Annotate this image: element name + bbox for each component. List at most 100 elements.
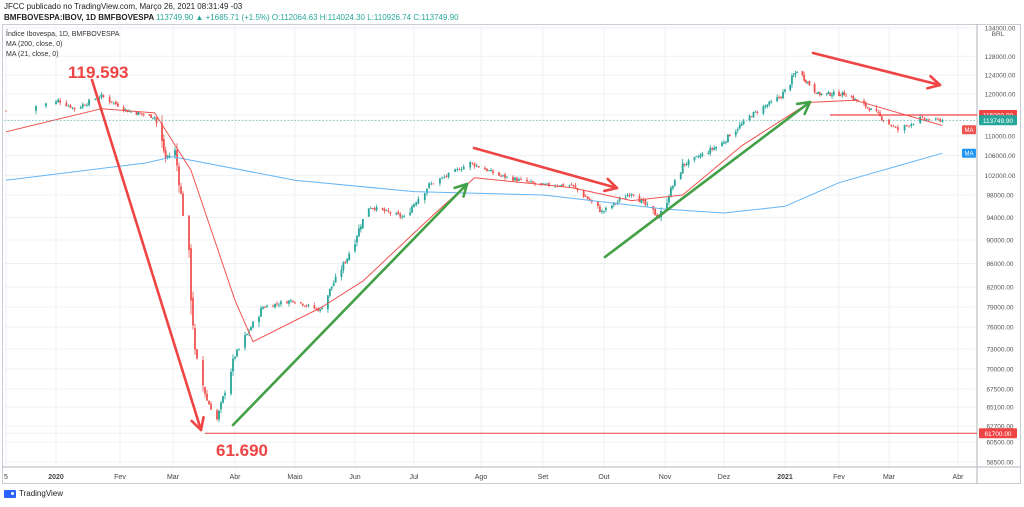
candle-body xyxy=(94,99,97,101)
candle-body xyxy=(818,92,821,96)
candle-body xyxy=(725,141,727,143)
candle-body xyxy=(784,89,786,92)
candle-body xyxy=(544,183,546,185)
x-tick-label: Fev xyxy=(833,474,845,481)
candle-body xyxy=(222,396,224,403)
candle-body xyxy=(73,107,76,110)
candle-body xyxy=(584,196,587,197)
candle-body xyxy=(469,161,472,168)
y-tick-label: 58500.00 xyxy=(986,460,1013,467)
candle-body xyxy=(516,178,518,182)
candle-body xyxy=(574,185,577,188)
candle-body xyxy=(877,112,880,113)
candle-body xyxy=(866,107,869,109)
candle-body xyxy=(110,101,113,103)
candle-body xyxy=(162,139,165,152)
crash-arrow-head xyxy=(190,415,205,432)
symbol-ohlc-line: BMFBOVESPA:IBOV, 1D BMFBOVESPA 113749.90… xyxy=(4,13,459,22)
recovery-arrow-shaft xyxy=(231,182,469,427)
candle-body xyxy=(426,188,428,194)
chart-panel xyxy=(2,24,1021,484)
candle-body xyxy=(361,219,364,229)
candle-body xyxy=(498,172,500,176)
legend-ma21[interactable]: MA (21, close, 0) xyxy=(6,51,59,58)
candle-body xyxy=(791,75,793,85)
candle-body xyxy=(644,199,647,205)
candle-body xyxy=(683,163,686,166)
candle-body xyxy=(713,147,716,150)
candle-body xyxy=(832,91,835,95)
candle-body xyxy=(839,95,842,97)
candle-body xyxy=(880,116,883,120)
candle-body xyxy=(258,317,260,323)
candle-body xyxy=(122,107,125,111)
candle-body xyxy=(164,150,167,159)
candle-body xyxy=(415,202,418,205)
legend-ma200[interactable]: MA (200, close, 0) xyxy=(6,41,63,48)
candle-body xyxy=(252,321,254,328)
y-tick-label: 82000.00 xyxy=(986,285,1013,292)
y-tick-label: 67500.00 xyxy=(986,387,1013,394)
legend-title: Índice Ibovespa, 1D, BMFBOVESPA xyxy=(6,31,120,38)
recovery-arrow xyxy=(231,182,469,427)
candle-body xyxy=(685,164,688,166)
candle-body xyxy=(409,212,411,216)
candle-body xyxy=(150,114,152,118)
y-tick-label: 70000.00 xyxy=(986,367,1013,374)
candle-body xyxy=(863,100,865,104)
candle-body xyxy=(882,120,885,122)
candle-body xyxy=(117,103,119,107)
candle-body xyxy=(679,172,682,180)
candle-body xyxy=(794,73,797,75)
candle-body xyxy=(286,301,288,304)
publish-info: JFCC publicado no TradingView.com, Março… xyxy=(4,2,243,11)
candle-body xyxy=(178,166,180,186)
candle-body xyxy=(868,108,871,111)
tradingview-footer[interactable]: TradingView xyxy=(4,489,63,498)
indicator-legend: Índice Ibovespa, 1D, BMFBOVESPA MA (200,… xyxy=(6,30,119,60)
candle-body xyxy=(137,112,140,116)
y-tick-label: 73000.00 xyxy=(986,347,1013,354)
candle-body xyxy=(299,302,302,304)
candle-body xyxy=(307,304,310,306)
candle-body xyxy=(852,96,855,100)
candle-body xyxy=(399,213,402,217)
y-tick-label: 65100.00 xyxy=(986,405,1013,412)
candle-body xyxy=(693,156,696,161)
low-annotation-label: 61.690 xyxy=(216,441,268,460)
candle-body xyxy=(447,172,450,178)
candle-body xyxy=(780,96,782,98)
candle-body xyxy=(288,300,290,304)
candle-body xyxy=(153,117,156,119)
candle-body xyxy=(260,308,262,317)
x-tick-label: Mar xyxy=(167,474,180,481)
candle-body xyxy=(875,108,878,111)
candle-body xyxy=(616,201,619,203)
candle-body xyxy=(250,327,252,331)
candle-body xyxy=(681,163,684,174)
y-tick-label: 128000.00 xyxy=(985,54,1016,61)
candle-body xyxy=(740,123,743,126)
candle-body xyxy=(371,208,374,209)
candle-body xyxy=(79,107,82,109)
candle-body xyxy=(417,198,420,204)
candle-body xyxy=(328,288,331,296)
candle-body xyxy=(723,142,725,144)
candle-body xyxy=(890,124,893,126)
candle-body xyxy=(646,204,649,206)
candle-body xyxy=(356,236,358,243)
candle-body xyxy=(695,156,698,158)
candle-body xyxy=(458,169,461,171)
candle-body xyxy=(820,93,823,95)
candle-body xyxy=(346,258,349,263)
candle-body xyxy=(69,105,72,108)
candle-body xyxy=(671,186,674,189)
candle-body xyxy=(88,99,90,106)
candle-body xyxy=(897,127,899,130)
candle-body xyxy=(381,208,384,210)
candle-body xyxy=(892,125,895,127)
candle-body xyxy=(506,176,508,178)
x-tick-label: Out xyxy=(598,474,609,481)
ma-badge-text: MA xyxy=(965,152,974,158)
